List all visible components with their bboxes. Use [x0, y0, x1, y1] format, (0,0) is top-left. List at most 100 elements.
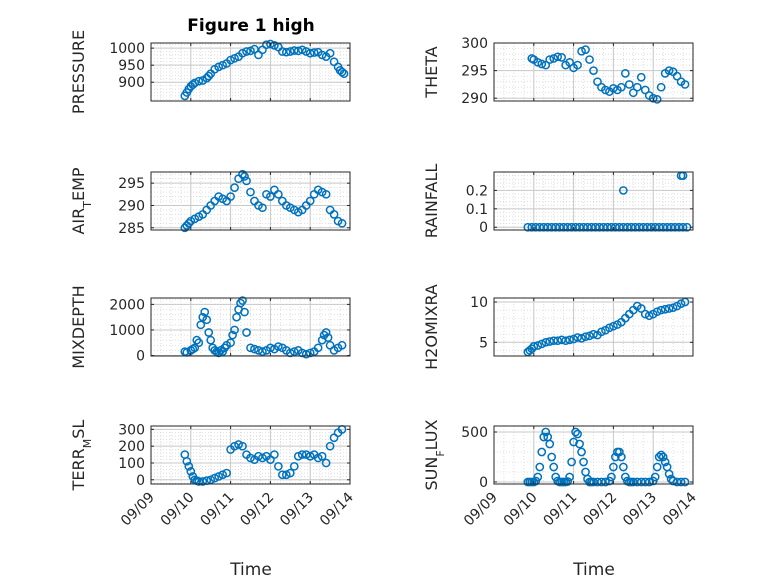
x-tick-label: 09/11 [541, 490, 581, 530]
data-point [654, 222, 664, 232]
data-point [305, 348, 315, 358]
data-point [585, 331, 594, 341]
data-point [246, 343, 255, 353]
data-point [242, 328, 251, 337]
data-point [305, 196, 315, 206]
data-point [605, 323, 614, 333]
data-point [630, 222, 640, 232]
data-point [325, 48, 335, 58]
data-point [240, 307, 249, 317]
data-point [573, 60, 582, 70]
x-tick-label: 09/13 [620, 490, 660, 530]
data-point [652, 462, 662, 472]
data-point [640, 477, 650, 487]
y-axis-label: MIXDEPTH [69, 285, 88, 368]
data-point [585, 55, 594, 64]
data-point [337, 218, 347, 228]
data-point [210, 473, 220, 483]
data-point [579, 222, 588, 232]
data-point [567, 457, 576, 467]
data-point [636, 304, 646, 313]
data-point [274, 342, 283, 351]
data-point [601, 477, 610, 487]
data-point [644, 311, 654, 321]
y-tick-label: 285 [118, 221, 145, 237]
data-point [551, 222, 561, 232]
data-point [543, 222, 553, 232]
data-point [628, 88, 638, 98]
data-point [597, 477, 606, 487]
data-point [619, 186, 628, 195]
data-point [254, 451, 263, 461]
data-point [549, 462, 559, 472]
y-axis-label: RAINFALL [422, 164, 441, 239]
data-point [573, 333, 582, 342]
data-point [226, 192, 235, 201]
data-point [266, 39, 275, 49]
y-axis-label: H2OMIXRA [422, 284, 441, 370]
data-point [549, 336, 559, 346]
data-point [537, 339, 547, 349]
data-point [301, 47, 311, 56]
y-tick-label: 295 [461, 64, 488, 80]
y-tick-label: 500 [461, 425, 488, 441]
data-point [238, 48, 247, 58]
data-point [597, 327, 606, 337]
axes-box [150, 171, 351, 231]
data-point [599, 222, 608, 232]
data-point [240, 172, 249, 181]
x-axis-label-right: Time [572, 560, 615, 580]
data-point [668, 303, 678, 313]
data-point [545, 55, 555, 64]
data-point [565, 472, 574, 482]
data-point [531, 222, 541, 232]
data-point [246, 453, 255, 463]
data-point [246, 46, 255, 56]
data-point [670, 222, 680, 232]
data-point [628, 477, 638, 487]
data-point [232, 312, 241, 322]
data-point [553, 336, 563, 346]
data-point [563, 477, 572, 486]
y-tick-label: 300 [118, 422, 145, 438]
data-point [640, 85, 650, 95]
y-tick-label: 200 [118, 439, 145, 455]
data-point [609, 462, 618, 472]
data-point [230, 325, 239, 335]
y-tick-label: 1000 [109, 323, 145, 339]
figure-title: Figure 1 high [187, 16, 315, 36]
y-tick-label: 100 [118, 456, 145, 472]
data-point [611, 222, 620, 232]
data-point [242, 47, 251, 56]
data-point [533, 341, 543, 350]
data-point [676, 477, 686, 487]
data-point [664, 66, 674, 75]
data-point [527, 222, 537, 232]
data-point [545, 337, 555, 346]
data-point [250, 344, 259, 354]
data-point [258, 347, 267, 357]
data-point [277, 47, 287, 56]
data-point [206, 475, 216, 485]
data-point [274, 189, 283, 199]
data-point [607, 222, 616, 232]
data-point [646, 222, 656, 232]
data-point [555, 222, 565, 232]
data-point [553, 52, 563, 62]
data-point [650, 222, 660, 232]
x-axis-label-left: Time [229, 560, 272, 580]
data-point [565, 57, 574, 67]
y-tick-label: 10 [470, 295, 488, 311]
data-point [266, 192, 275, 201]
data-point [321, 328, 331, 337]
data-point [652, 307, 662, 317]
data-point [254, 346, 263, 355]
data-point [664, 304, 674, 313]
data-point [571, 222, 580, 232]
data-point [258, 203, 267, 213]
data-point [274, 461, 283, 471]
data-point [662, 222, 672, 232]
